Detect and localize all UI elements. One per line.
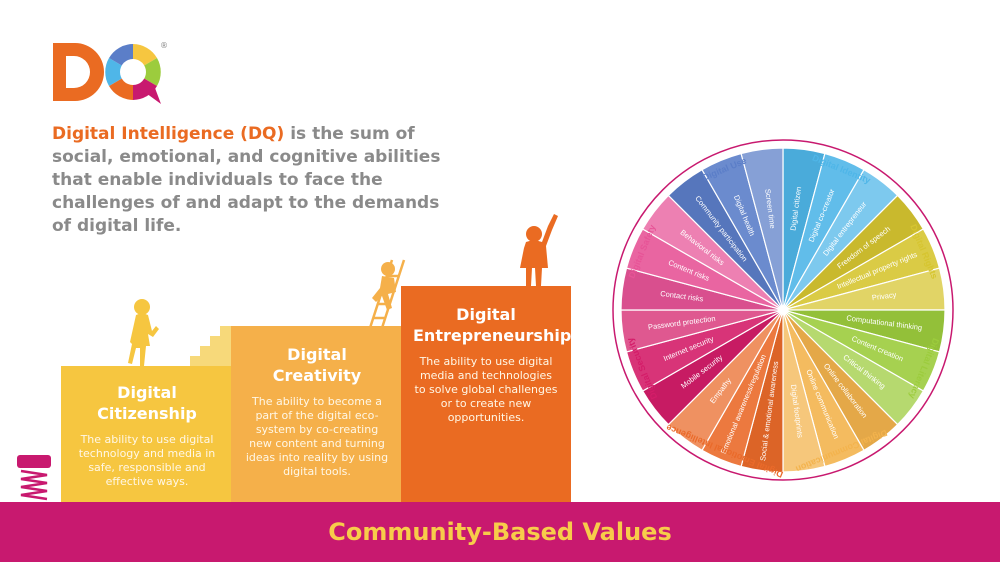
wheel-slice [701, 152, 784, 311]
wheel-slice [782, 309, 865, 468]
wheel-slice [740, 309, 784, 473]
step-description: The ability to use digital technology an… [78, 433, 216, 488]
wheel-item-label: Digital entrepreneur [821, 199, 869, 257]
wheel-category-label: Digital Security [625, 336, 659, 400]
wheel-slice [620, 267, 784, 311]
spring-toy-icon [17, 455, 51, 501]
wheel-item-label: Internet security [662, 334, 715, 363]
dq-logo: ® [53, 41, 168, 104]
wheel-item-label: Online communication [804, 368, 841, 440]
community-values-banner: Community-Based Values [0, 502, 1000, 562]
child-climbing-ladder-icon [368, 259, 406, 329]
wheel-item-label: Intellectual property rights [836, 250, 919, 291]
wheel-item-label: Mobile security [679, 353, 724, 391]
wheel-segment-digital-identity: Digital citizen Digital co-creatorDigital… [782, 147, 899, 311]
wheel-item-label: Password protection [647, 314, 716, 332]
intro-text: Digital Intelligence (DQ) is the sum of … [52, 123, 452, 238]
wheel-item-label: Social & emotional awareness [758, 360, 780, 461]
wheel-item-label: Digital footprints [789, 384, 805, 439]
wheel-slice [782, 152, 865, 311]
wheel-slice [782, 309, 826, 473]
step-title: Digital Citizenship [97, 383, 197, 423]
wheel-item-label: Privacy [871, 290, 897, 302]
step-description: The ability to use digital media and tec… [414, 355, 558, 424]
wheel-item-label: Emotional awareness/regulation [719, 353, 768, 455]
wheel-slice [667, 168, 784, 311]
wheel-item-label: Critical thinking [841, 353, 887, 391]
wheel-outer-ring [612, 139, 954, 481]
wheel-slice [641, 309, 784, 426]
wheel-item-label: Community participation [693, 194, 749, 263]
child-reaching-icon [520, 214, 558, 286]
wheel-category-label: Digital Use [701, 156, 748, 183]
wheel-slice [782, 168, 899, 311]
wheel-slice [782, 147, 826, 311]
wheel-slice [667, 309, 784, 452]
wheel-item-label: Empathy [708, 376, 733, 405]
wheel-slice [782, 267, 946, 311]
wheel-item-label: Behavioral risks [679, 228, 727, 268]
wheel-item-label: Content risks [667, 258, 711, 283]
child-walking-icon [128, 299, 159, 366]
wheel-item-label: Online collaboration [822, 362, 869, 420]
wheel-item-label: Digital co-creator [807, 187, 837, 243]
stairs-decoration [180, 326, 232, 366]
wheel-category-label: Digital Identity [811, 153, 872, 186]
wheel-item-label: Digital citizen [788, 186, 803, 231]
wheel-slice [620, 309, 784, 353]
wheel-slice [740, 147, 784, 311]
intro-highlight: Digital Intelligence (DQ) [52, 124, 285, 144]
wheel-slice [782, 309, 941, 392]
wheel-item-label: Computational thinking [846, 313, 923, 332]
wheel-category-label: Digital Literacy [907, 337, 941, 400]
step-description: The ability to become a part of the digi… [245, 395, 389, 478]
wheel-slice [641, 194, 784, 311]
logo-registered-mark: ® [160, 41, 168, 50]
logo-letter-q [105, 44, 161, 104]
wheel-slice [782, 309, 925, 426]
wheel-item-label: Content creation [850, 334, 904, 363]
wheel-item-label: Contact risks [660, 289, 704, 304]
wheel-slice [782, 194, 925, 311]
wheel-slice [782, 309, 946, 353]
wheel-slice [701, 309, 784, 468]
wheel-item-label: Freedom of speech [835, 224, 892, 270]
step-digital-citizenship: Digital Citizenship The ability to use d… [61, 366, 233, 506]
wheel-slice [782, 228, 941, 311]
wheel-slice [625, 309, 784, 392]
wheel-category-label: Digital Communication [794, 428, 888, 475]
step-digital-creativity: Digital Creativity The ability to become… [231, 326, 403, 506]
banner-text: Community-Based Values [328, 518, 672, 546]
wheel-category-label: Digital Rights [908, 223, 939, 280]
wheel-item-label: Digital health [732, 194, 757, 238]
wheel-item-label: Screen time [763, 188, 777, 229]
intro-rest: is the sum of social, emotional, and cog… [52, 124, 441, 236]
wheel-slice [625, 228, 784, 311]
step-title: Digital Creativity [272, 345, 362, 385]
wheel-segment-digital-literacy: Computational thinking Content creationCr… [782, 309, 946, 426]
step-digital-entrepreneurship: Digital Entrepreneurship The ability to … [401, 286, 571, 506]
wheel-slice [782, 309, 899, 452]
wheel-category-label: Digital Safety [626, 223, 657, 280]
logo-letter-d [53, 43, 104, 101]
step-title: Digital Entrepreneurship [413, 305, 572, 345]
wheel-category-label: Digital Emotional Intelligence [665, 422, 785, 479]
